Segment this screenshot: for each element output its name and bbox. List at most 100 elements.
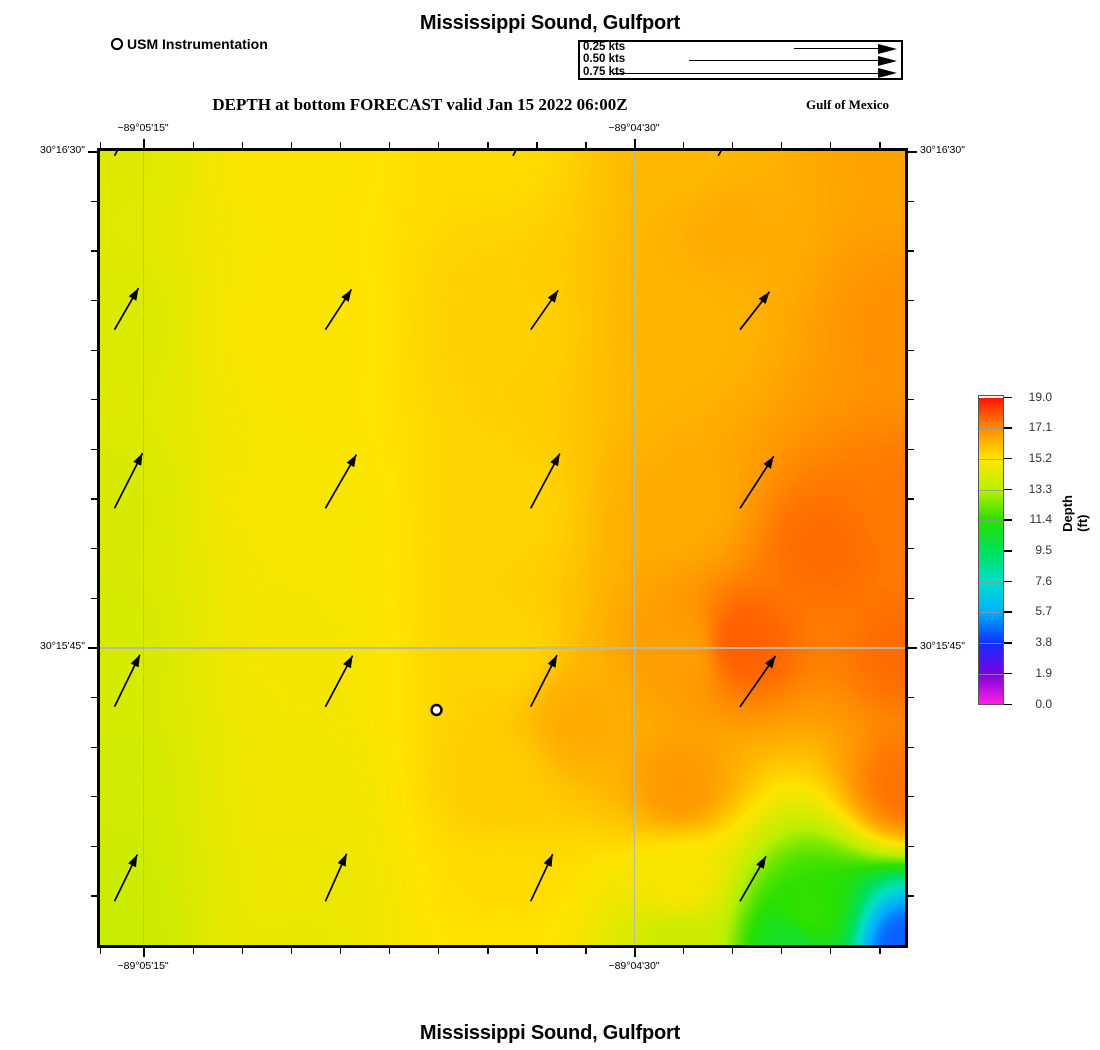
x-axis-tick-top bbox=[682, 142, 685, 148]
y-axis-tick-right bbox=[908, 696, 914, 699]
open-circle-icon bbox=[110, 37, 124, 51]
colorbar-label: 5.7 bbox=[1035, 604, 1052, 619]
x-axis-tick-bottom bbox=[438, 948, 440, 954]
y-axis-tick-left bbox=[91, 548, 97, 550]
x-axis-tick-top bbox=[731, 142, 734, 148]
colorbar-band bbox=[979, 397, 1003, 429]
current-vector-arrow bbox=[324, 288, 353, 331]
x-axis-label-top: −89°04'30" bbox=[608, 122, 660, 134]
current-vector-arrow bbox=[113, 854, 139, 902]
x-axis-tick-top bbox=[389, 142, 391, 148]
x-axis-tick-top bbox=[585, 142, 587, 148]
y-axis-tick-right bbox=[908, 151, 917, 153]
colorbar-tick bbox=[1004, 550, 1012, 552]
x-axis-tick-bottom bbox=[389, 948, 391, 954]
x-axis-label-bottom: −89°05'15" bbox=[117, 960, 169, 972]
current-vector-arrow bbox=[512, 151, 517, 157]
colorbar-label: 0.0 bbox=[1035, 696, 1052, 711]
colorbar-separator bbox=[979, 643, 1003, 645]
current-vector-arrow bbox=[113, 654, 141, 708]
velocity-scale-row: 0.50 kts bbox=[580, 53, 901, 66]
forecast-subtitle: DEPTH at bottom FORECAST valid Jan 15 20… bbox=[212, 95, 628, 114]
colorbar-band bbox=[979, 612, 1003, 644]
colorbar-tick bbox=[1004, 519, 1012, 521]
y-axis-tick-right bbox=[908, 299, 914, 302]
y-axis-tick-right bbox=[908, 349, 914, 351]
colorbar-tick bbox=[1004, 672, 1012, 675]
colorbar-tick bbox=[1004, 396, 1012, 399]
colorbar-separator bbox=[979, 673, 1003, 675]
usm-station-marker[interactable] bbox=[430, 703, 443, 717]
bottom-title: Mississippi Sound, Gulfport bbox=[419, 1022, 681, 1044]
velocity-scale-label: 0.50 kts bbox=[583, 53, 626, 66]
colorbar-separator bbox=[979, 428, 1003, 430]
y-axis-tick-left bbox=[91, 250, 97, 252]
current-vector-arrow bbox=[113, 151, 119, 157]
velocity-scale-shaft bbox=[794, 48, 879, 49]
current-vector-arrow bbox=[529, 453, 561, 509]
bathymetry-map[interactable] bbox=[97, 148, 908, 948]
colorbar-title: Depth (ft) bbox=[1060, 495, 1090, 532]
y-axis-tick-left bbox=[91, 746, 97, 748]
x-axis-tick-bottom bbox=[100, 948, 102, 954]
y-axis-tick-left bbox=[91, 796, 97, 798]
x-axis-tick-bottom bbox=[585, 948, 587, 954]
current-vector-arrow bbox=[113, 452, 144, 509]
y-axis-tick-right bbox=[908, 746, 914, 748]
colorbar-label: 17.1 bbox=[1028, 420, 1052, 435]
current-vector-arrow bbox=[530, 289, 559, 331]
y-axis-tick-left bbox=[91, 349, 97, 351]
x-axis-tick-bottom bbox=[830, 948, 832, 954]
current-vector-arrow bbox=[324, 454, 358, 509]
current-vector-arrow bbox=[529, 853, 554, 902]
y-axis-tick-right bbox=[908, 250, 914, 252]
velocity-scale-label: 0.75 kts bbox=[583, 65, 626, 78]
y-axis-tick-right bbox=[908, 448, 914, 451]
x-axis-tick-top bbox=[290, 142, 293, 148]
colorbar-tick bbox=[1004, 611, 1012, 613]
x-axis-tick-bottom bbox=[192, 948, 194, 954]
x-axis-tick-top bbox=[241, 142, 244, 148]
colorbar-band bbox=[979, 581, 1003, 613]
y-axis-tick-left bbox=[88, 151, 97, 153]
current-vector-arrow bbox=[739, 455, 775, 509]
velocity-scale-legend: 0.25 kts 0.50 kts 0.75 kts bbox=[578, 40, 903, 80]
y-axis-tick-left bbox=[91, 200, 97, 202]
usm-legend-label: USM Instrumentation bbox=[127, 36, 268, 52]
velocity-scale-shaft bbox=[689, 60, 879, 62]
page-title: Mississippi Sound, Gulfport bbox=[419, 12, 681, 34]
y-axis-tick-right bbox=[908, 597, 914, 599]
colorbar-gradient bbox=[978, 395, 1004, 705]
colorbar-band bbox=[979, 520, 1003, 551]
x-axis-tick-bottom bbox=[536, 948, 538, 954]
depth-field-canvas bbox=[100, 151, 905, 945]
y-axis-tick-right bbox=[908, 647, 917, 649]
y-axis-tick-left bbox=[91, 845, 97, 848]
x-axis-label-top: −89°05'15" bbox=[117, 122, 169, 134]
current-vector-arrow bbox=[717, 151, 722, 157]
velocity-scale-arrowhead bbox=[878, 55, 897, 66]
x-axis-tick-bottom bbox=[781, 948, 783, 954]
colorbar-label: 15.2 bbox=[1028, 450, 1052, 465]
y-axis-tick-right bbox=[908, 200, 914, 202]
colorbar-band bbox=[979, 673, 1003, 705]
x-axis-tick-top bbox=[192, 142, 194, 148]
y-axis-label-left: 30°15'45" bbox=[40, 640, 85, 653]
colorbar-label: 11.4 bbox=[1029, 512, 1052, 527]
colorbar-separator bbox=[979, 489, 1003, 491]
grid-line-horizontal bbox=[100, 647, 905, 649]
grid-line-vertical bbox=[143, 151, 145, 945]
colorbar-separator bbox=[979, 458, 1003, 460]
velocity-scale-label: 0.25 kts bbox=[583, 41, 626, 53]
colorbar-label: 7.6 bbox=[1035, 573, 1052, 588]
colorbar-band bbox=[979, 643, 1003, 674]
y-axis-tick-left bbox=[91, 299, 97, 302]
colorbar-separator bbox=[979, 581, 1003, 583]
x-axis-tick-top bbox=[487, 142, 489, 148]
x-axis-tick-top bbox=[830, 142, 832, 148]
colorbar-label: 1.9 bbox=[1035, 665, 1052, 680]
velocity-scale-shaft bbox=[614, 72, 879, 74]
y-axis-tick-left bbox=[91, 597, 97, 599]
colorbar-label: 13.3 bbox=[1028, 481, 1052, 496]
velocity-scale-arrowhead bbox=[878, 68, 897, 79]
